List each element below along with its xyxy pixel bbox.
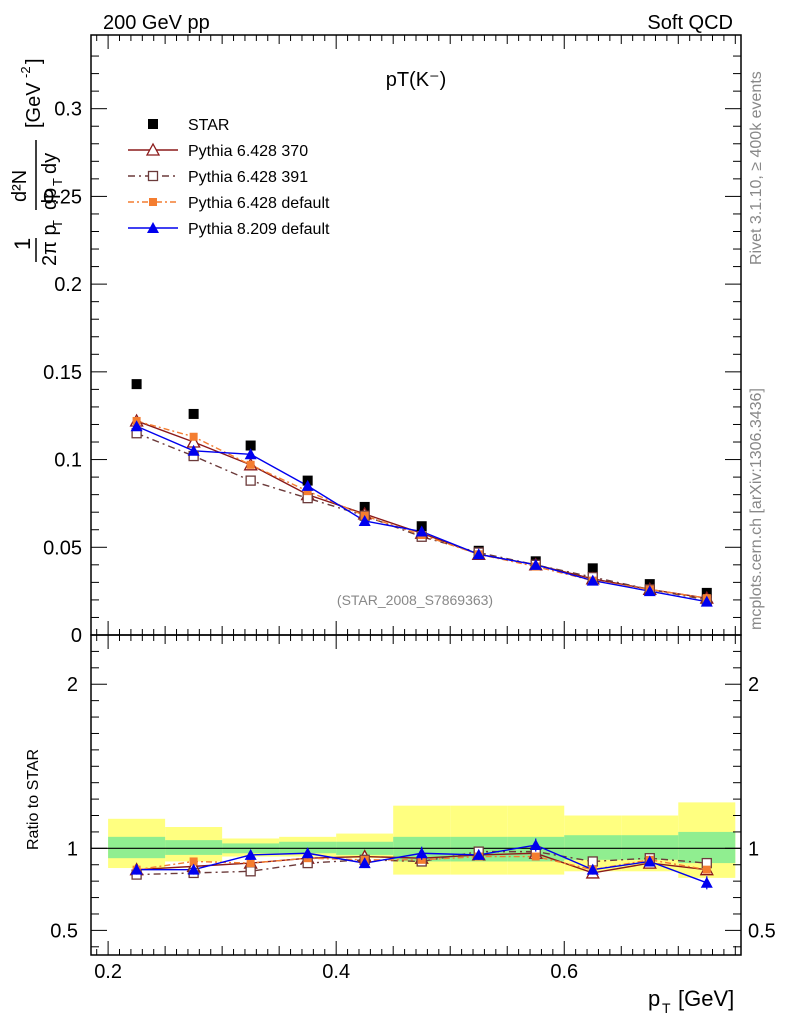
- ratio-point-pythia-6-428-391: [245, 866, 256, 877]
- analysis-watermark: (STAR_2008_S7869363): [337, 592, 493, 608]
- point-pythia-8-209-default: [301, 479, 314, 491]
- y-tick-label: 0.05: [43, 537, 82, 559]
- svg-text:T: T: [662, 1000, 671, 1016]
- ratio-point-pythia-8-209-default: [415, 847, 428, 859]
- point-pythia-8-209-default: [415, 525, 428, 537]
- ratio-plot: 0.2 0.4 0.6 0.5 0.5 1 1 2 2: [50, 634, 776, 983]
- ratio-point-pythia-6-428-default: [531, 852, 540, 861]
- ratio-band-inner: [564, 835, 622, 860]
- y-tick-label: 0.2: [54, 274, 82, 296]
- ratio-point-pythia-6-428-default: [702, 865, 711, 874]
- chart-title: pT(K⁻): [386, 69, 447, 91]
- legend-label-pythia-6-428-391: Pythia 6.428 391: [188, 169, 308, 186]
- svg-text:p: p: [648, 986, 660, 1011]
- svg-text:dy: dy: [39, 153, 61, 174]
- legend-marker-pythia-8-209-default: [147, 222, 159, 233]
- point-star: [131, 379, 142, 390]
- ratio-point-pythia-8-209-default: [358, 857, 371, 869]
- svg-text:[GeV]: [GeV]: [678, 986, 734, 1011]
- svg-text:]: ]: [23, 58, 45, 64]
- ratio-point-pythia-8-209-default: [130, 863, 143, 875]
- legend-label-pythia-6-428-default: Pythia 6.428 default: [188, 195, 330, 212]
- ratio-tick-label-left: 1: [67, 838, 78, 860]
- point-pythia-8-209-default: [586, 574, 599, 586]
- x-tick-label: 0.4: [322, 961, 350, 983]
- ratio-point-pythia-6-428-default: [189, 857, 198, 866]
- svg-text:dp: dp: [39, 188, 61, 210]
- ratio-point-pythia-8-209-default: [529, 839, 542, 851]
- x-tick-label: 0.6: [550, 961, 578, 983]
- line-pythia-6-428-370: [136, 420, 707, 599]
- rivet-label: Rivet 3.1.10, ≥ 400k events: [748, 71, 765, 265]
- ratio-tick-label-left: 0.5: [50, 920, 78, 942]
- y-tick-label: 0: [71, 625, 82, 647]
- point-pythia-6-428-default: [246, 460, 255, 469]
- line-pythia-8-209-default: [136, 425, 707, 603]
- point-pythia-8-209-default: [130, 420, 143, 432]
- svg-text:1: 1: [10, 238, 35, 250]
- point-pythia-8-209-default: [700, 595, 713, 607]
- point-pythia-8-209-default: [244, 448, 257, 460]
- svg-text:d²N: d²N: [9, 170, 31, 202]
- legend-marker-pythia-6-428-391: [147, 170, 159, 182]
- point-pythia-8-209-default: [643, 585, 656, 597]
- svg-text:-2: -2: [18, 66, 33, 78]
- line-pythia-6-428-391: [136, 432, 707, 601]
- ratio-point-pythia-8-209-default: [472, 848, 485, 860]
- legend-label-star: STAR: [188, 117, 229, 134]
- ratio-tick-label-right: 0.5: [748, 920, 776, 942]
- plot-frame: [90, 634, 742, 956]
- legend-label-pythia-8-209-default: Pythia 8.209 default: [188, 221, 330, 238]
- ratio-tick-label-right: 1: [748, 838, 759, 860]
- svg-text:2π p: 2π p: [39, 224, 61, 266]
- point-pythia-6-428-default: [303, 487, 312, 496]
- y-tick-label: 0.1: [54, 450, 82, 472]
- ratio-tick-label-right: 2: [748, 674, 759, 696]
- y-tick-label: 0.15: [43, 362, 82, 384]
- point-pythia-6-428-391: [245, 475, 256, 486]
- main-y-axis-label: 1 2π p T d²N dp T dy [GeV -2 ]: [9, 58, 65, 266]
- ratio-point-pythia-6-428-default: [246, 859, 255, 868]
- point-star: [587, 563, 598, 574]
- x-axis-label: p T [GeV]: [648, 986, 734, 1016]
- ratio-band-inner: [678, 831, 736, 864]
- legend-marker-star: [148, 119, 158, 129]
- svg-text:T: T: [50, 178, 65, 186]
- point-pythia-8-209-default: [472, 548, 485, 560]
- ratio-point-pythia-8-209-default: [700, 876, 713, 888]
- main-plot: 0 0.05 0.1 0.15 0.2 0.25 0.3: [43, 34, 742, 647]
- y-tick-label: 0.3: [54, 99, 82, 121]
- ratio-point-pythia-8-209-default: [187, 863, 200, 875]
- ratio-point-pythia-8-209-default: [244, 848, 257, 860]
- point-pythia-8-209-default: [529, 558, 542, 570]
- y-tick-label: 0.25: [43, 186, 82, 208]
- point-pythia-8-209-default: [187, 444, 200, 456]
- ratio-point-pythia-8-209-default: [301, 847, 314, 859]
- point-star: [188, 408, 199, 419]
- svg-text:T: T: [50, 220, 65, 228]
- ratio-y-axis-label: Ratio to STAR: [25, 749, 42, 850]
- header-left: 200 GeV pp: [103, 12, 210, 34]
- mcplots-label: mcplots.cern.ch [arXiv:1306.3436]: [748, 388, 765, 630]
- ratio-band-inner: [165, 840, 223, 855]
- ratio-tick-label-left: 2: [67, 674, 78, 696]
- svg-text:[GeV: [GeV: [23, 82, 45, 128]
- ratio-point-pythia-8-209-default: [643, 855, 656, 867]
- point-pythia-8-209-default: [358, 514, 371, 526]
- ratio-band-inner: [108, 836, 166, 859]
- legend-marker-pythia-6-428-370: [145, 142, 161, 156]
- x-tick-label: 0.2: [94, 961, 122, 983]
- legend-label-pythia-6-428-370: Pythia 6.428 370: [188, 143, 308, 160]
- ratio-line-pythia-6-428-391: [136, 850, 707, 876]
- header-right: Soft QCD: [647, 12, 733, 34]
- line-pythia-6-428-default: [136, 420, 707, 599]
- legend: STAR Pythia 6.428 370 Pythia 6.428 391 Pyth…: [128, 117, 330, 238]
- ratio-point-pythia-8-209-default: [586, 863, 599, 875]
- legend-marker-pythia-6-428-default: [149, 198, 157, 206]
- point-star: [245, 440, 256, 451]
- point-pythia-6-428-default: [189, 432, 198, 441]
